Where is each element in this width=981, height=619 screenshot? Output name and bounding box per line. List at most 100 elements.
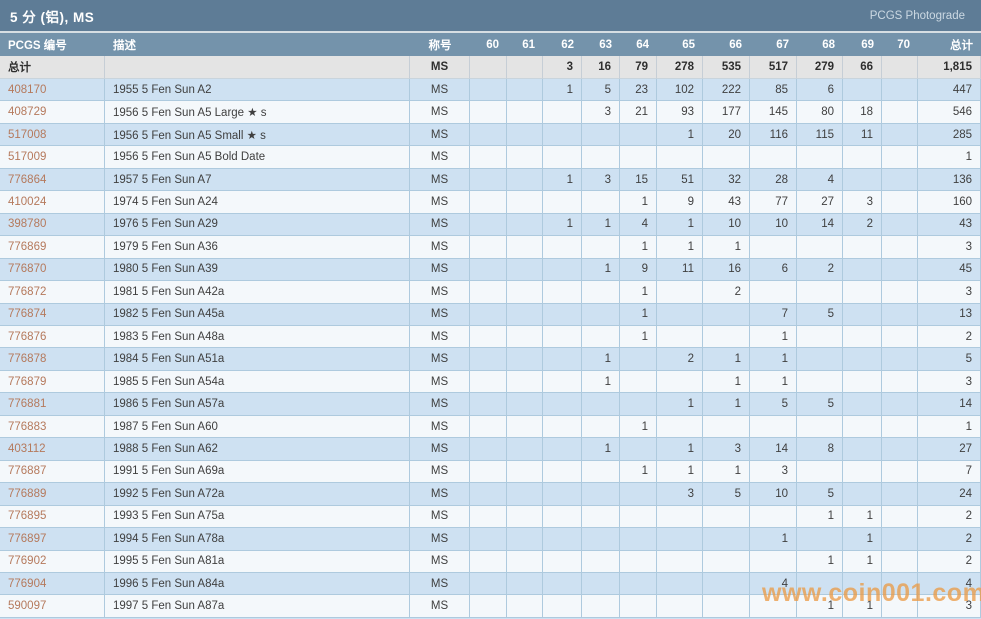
grade-count: 1 — [657, 393, 703, 416]
row-total: 24 — [918, 483, 981, 506]
pcgs-number-link[interactable]: 776881 — [0, 393, 105, 416]
designation-value: MS — [410, 168, 470, 192]
grade-count: 51 — [657, 168, 703, 192]
grade-count — [657, 303, 703, 326]
table-row: 776878 1984 5 Fen Sun A51a MS 1 2 1 1 5 — [0, 348, 981, 371]
grade-count — [582, 236, 620, 259]
pcgs-number-link[interactable]: 776869 — [0, 236, 105, 259]
table-row: 410024 1974 5 Fen Sun A24 MS 1 9 43 77 27 3 160 — [0, 191, 981, 214]
grade-count — [657, 370, 703, 394]
grade-count: 1 — [703, 348, 750, 371]
header-grade-66: 66 — [729, 38, 742, 51]
table-row: 776870 1980 5 Fen Sun A39 MS 1 9 11 16 6 2 45 — [0, 258, 981, 282]
designation-value: MS — [410, 595, 470, 618]
grade-count — [507, 325, 543, 349]
grade-count — [620, 438, 657, 461]
designation-value: MS — [410, 146, 470, 169]
grade-count: 3 — [703, 438, 750, 461]
grade-count — [843, 415, 882, 439]
pcgs-number-link[interactable]: 776876 — [0, 325, 105, 349]
pcgs-number-link[interactable]: 776872 — [0, 281, 105, 304]
pcgs-number-link[interactable]: 776887 — [0, 460, 105, 484]
grade-count — [620, 348, 657, 371]
grade-count: 1 — [620, 415, 657, 439]
pcgs-number-link[interactable]: 408729 — [0, 101, 105, 124]
pcgs-number-link[interactable]: 398780 — [0, 213, 105, 237]
grade-count: 1 — [620, 236, 657, 259]
grade-count — [507, 505, 543, 529]
table-row: 517009 1956 5 Fen Sun A5 Bold Date MS 1 — [0, 146, 981, 169]
designation-value: MS — [410, 236, 470, 259]
pcgs-number-link[interactable]: 517009 — [0, 146, 105, 169]
grade-count — [750, 415, 797, 439]
row-total: 447 — [918, 79, 981, 102]
pcgs-number-link[interactable]: 776878 — [0, 348, 105, 371]
row-total: 2 — [918, 325, 981, 349]
table-row: 776883 1987 5 Fen Sun A60 MS 1 1 — [0, 415, 981, 439]
pcgs-number-link[interactable]: 776883 — [0, 415, 105, 439]
total-grade-count: 79 — [620, 56, 657, 79]
coin-description: 1982 5 Fen Sun A45a — [105, 303, 410, 326]
grade-count — [657, 572, 703, 596]
pcgs-number-link[interactable]: 776895 — [0, 505, 105, 529]
grade-count: 1 — [582, 348, 620, 371]
pcgs-number-link[interactable]: 776864 — [0, 168, 105, 192]
grade-count: 1 — [657, 123, 703, 147]
pcgs-number-link[interactable]: 408170 — [0, 79, 105, 102]
coin-description: 1992 5 Fen Sun A72a — [105, 483, 410, 506]
grade-count — [882, 528, 918, 551]
table-row: 776887 1991 5 Fen Sun A69a MS 1 1 1 3 7 — [0, 460, 981, 484]
grade-count — [470, 213, 507, 237]
grade-count — [703, 572, 750, 596]
designation-value: MS — [410, 393, 470, 416]
grade-count: 102 — [657, 79, 703, 102]
photograde-link[interactable]: PCGS Photograde — [869, 9, 965, 22]
grade-count — [582, 123, 620, 147]
grade-count: 18 — [843, 101, 882, 124]
row-total: 1 — [918, 415, 981, 439]
grade-count — [543, 236, 582, 259]
grade-count — [543, 595, 582, 618]
grade-count — [543, 348, 582, 371]
grade-count: 23 — [620, 79, 657, 102]
total-row-description — [105, 56, 410, 79]
pcgs-number-link[interactable]: 517008 — [0, 123, 105, 147]
pcgs-number-link[interactable]: 776897 — [0, 528, 105, 551]
grade-count: 3 — [582, 168, 620, 192]
grade-count — [470, 146, 507, 169]
grade-count — [882, 281, 918, 304]
grade-count: 7 — [750, 303, 797, 326]
pcgs-number-link[interactable]: 403112 — [0, 438, 105, 461]
pcgs-number-link[interactable]: 410024 — [0, 191, 105, 214]
grade-count — [470, 505, 507, 529]
grade-count — [797, 281, 843, 304]
pcgs-number-link[interactable]: 590097 — [0, 595, 105, 618]
grade-count — [882, 550, 918, 573]
grade-count — [703, 528, 750, 551]
grade-count — [470, 303, 507, 326]
pcgs-number-link[interactable]: 776904 — [0, 572, 105, 596]
grade-count: 4 — [750, 572, 797, 596]
pcgs-number-link[interactable]: 776889 — [0, 483, 105, 506]
grade-count — [507, 393, 543, 416]
row-total: 546 — [918, 101, 981, 124]
grade-count — [882, 146, 918, 169]
pcgs-number-link[interactable]: 776902 — [0, 550, 105, 573]
grade-count — [620, 370, 657, 394]
grade-count — [750, 236, 797, 259]
grade-count — [843, 258, 882, 282]
header-grade-61: 61 — [522, 38, 535, 51]
grade-count — [507, 123, 543, 147]
grade-count: 1 — [657, 236, 703, 259]
grade-count — [657, 595, 703, 618]
pcgs-number-link[interactable]: 776874 — [0, 303, 105, 326]
header-description: 描述 — [113, 39, 136, 52]
grade-count — [543, 415, 582, 439]
designation-value: MS — [410, 258, 470, 282]
designation-value: MS — [410, 572, 470, 596]
pcgs-number-link[interactable]: 776870 — [0, 258, 105, 282]
grade-count — [507, 572, 543, 596]
header-grade-70: 70 — [897, 38, 910, 51]
grade-count — [620, 483, 657, 506]
pcgs-number-link[interactable]: 776879 — [0, 370, 105, 394]
